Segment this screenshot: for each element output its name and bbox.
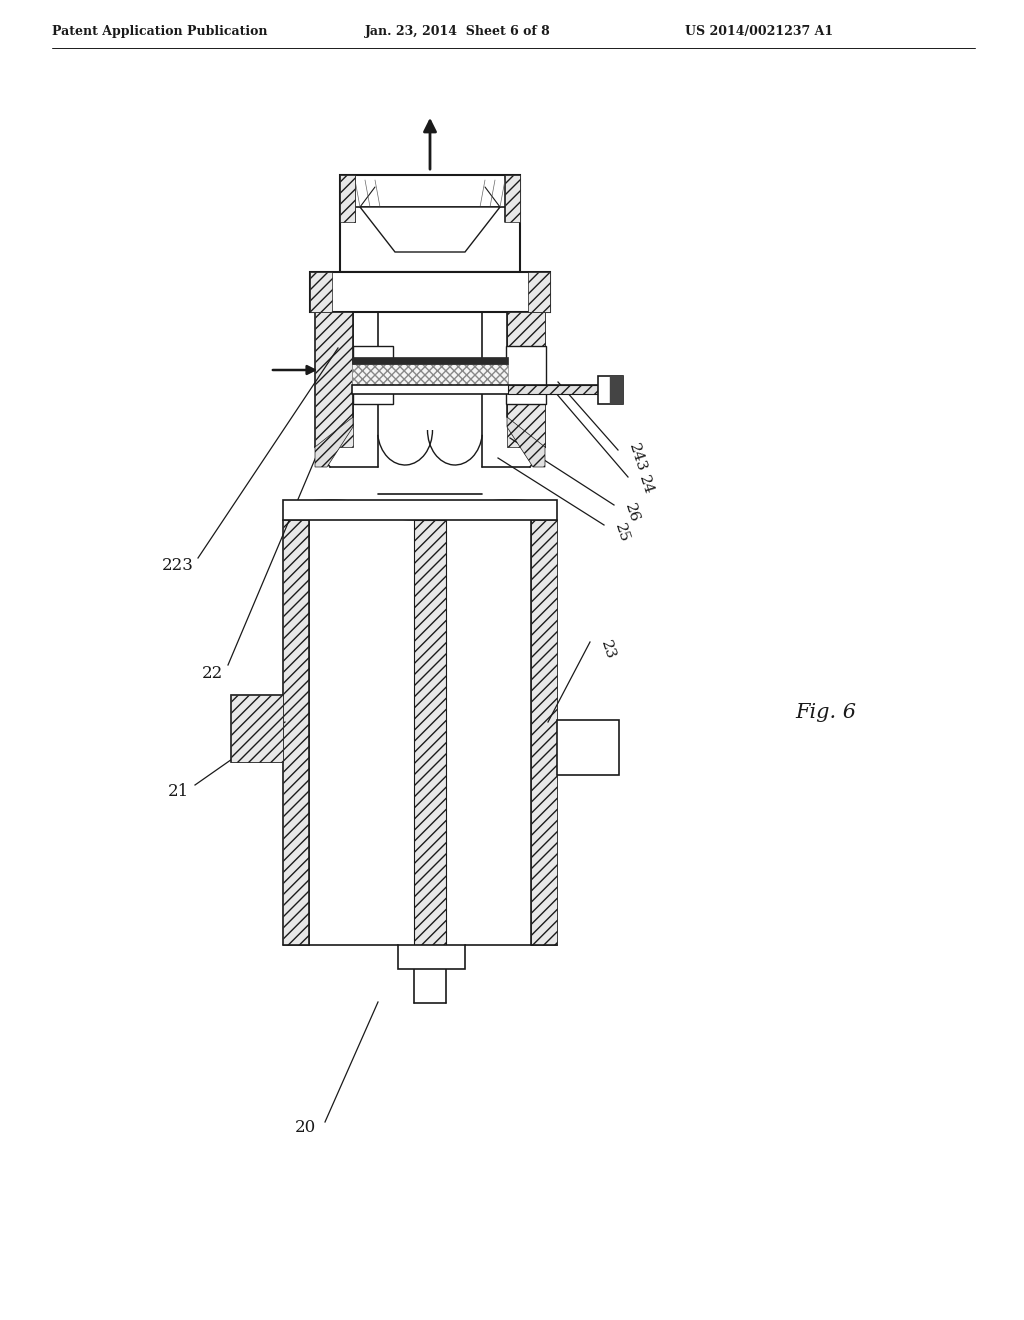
Text: Patent Application Publication: Patent Application Publication <box>52 25 267 38</box>
Bar <box>310 272 332 312</box>
Bar <box>506 346 546 404</box>
Text: US 2014/0021237 A1: US 2014/0021237 A1 <box>685 25 834 38</box>
Text: 20: 20 <box>294 1119 315 1137</box>
Bar <box>557 719 618 775</box>
Bar <box>414 520 446 945</box>
Text: 21: 21 <box>167 784 188 800</box>
Polygon shape <box>315 417 353 467</box>
Bar <box>315 312 353 447</box>
Bar <box>340 176 355 222</box>
Bar <box>610 376 623 404</box>
Bar <box>352 364 508 385</box>
Bar <box>352 385 598 393</box>
Text: 25: 25 <box>612 521 632 544</box>
Bar <box>508 385 598 393</box>
Bar <box>531 520 557 945</box>
Bar <box>283 500 557 520</box>
Bar <box>340 176 520 272</box>
Bar <box>528 272 550 312</box>
Bar <box>231 696 283 762</box>
Bar <box>398 945 465 969</box>
Text: 24: 24 <box>636 474 655 496</box>
Text: Jan. 23, 2014  Sheet 6 of 8: Jan. 23, 2014 Sheet 6 of 8 <box>365 25 551 38</box>
Text: 26: 26 <box>622 502 641 524</box>
Bar <box>310 272 550 312</box>
Polygon shape <box>507 417 545 467</box>
Text: 243: 243 <box>626 442 648 474</box>
Text: Fig. 6: Fig. 6 <box>795 702 856 722</box>
Bar <box>507 312 545 447</box>
Bar <box>231 696 283 762</box>
Text: 23: 23 <box>598 639 617 661</box>
Bar <box>353 346 393 404</box>
Polygon shape <box>360 207 500 252</box>
Bar <box>598 376 623 404</box>
Bar <box>283 520 309 945</box>
Text: 223: 223 <box>162 557 194 574</box>
Bar <box>352 385 508 393</box>
Bar <box>505 176 520 222</box>
Bar <box>352 356 508 364</box>
Text: 22: 22 <box>202 664 222 681</box>
